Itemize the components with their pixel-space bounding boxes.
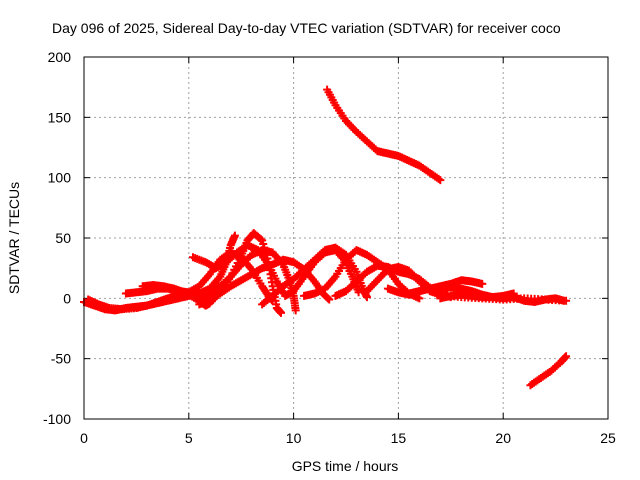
x-tick-label: 20 — [495, 430, 511, 446]
y-tick-label: -50 — [51, 351, 71, 367]
y-tick-label: 0 — [63, 290, 71, 306]
data-series — [80, 85, 571, 390]
data-point — [230, 231, 239, 240]
y-tick-label: 100 — [48, 170, 72, 186]
data-point — [324, 294, 333, 303]
data-point — [478, 279, 487, 288]
y-axis-label: SDTVAR / TECUs — [6, 182, 22, 294]
data-point — [325, 295, 334, 304]
data-point — [436, 176, 445, 185]
x-tick-label: 5 — [185, 430, 193, 446]
tick-labels: 0 5 10 15 20 25 -100 -50 0 50 100 150 200 — [43, 49, 616, 446]
data-point — [256, 235, 265, 244]
data-point — [277, 308, 286, 317]
data-point — [291, 306, 300, 315]
series-sat-f — [195, 255, 334, 309]
y-tick-label: 50 — [55, 230, 71, 246]
plot-frame — [83, 56, 609, 420]
series-sat-n — [323, 85, 445, 185]
data-point — [415, 294, 424, 303]
x-tick-label: 25 — [600, 430, 616, 446]
y-tick-label: -100 — [43, 411, 71, 427]
series-sat-m — [436, 290, 568, 306]
data-point — [559, 296, 568, 305]
x-tick-label: 10 — [286, 430, 302, 446]
series-sat-d — [138, 246, 300, 315]
x-tick-label: 0 — [80, 430, 88, 446]
x-tick-label: 15 — [391, 430, 407, 446]
series-sat-o — [526, 352, 571, 390]
y-tick-label: 200 — [48, 49, 72, 65]
x-axis-label: GPS time / hours — [292, 458, 399, 474]
data-point — [562, 352, 571, 361]
chart-title: Day 096 of 2025, Sidereal Day-to-day VTE… — [52, 20, 561, 36]
y-tick-label: 150 — [48, 109, 72, 125]
grid — [84, 57, 608, 419]
